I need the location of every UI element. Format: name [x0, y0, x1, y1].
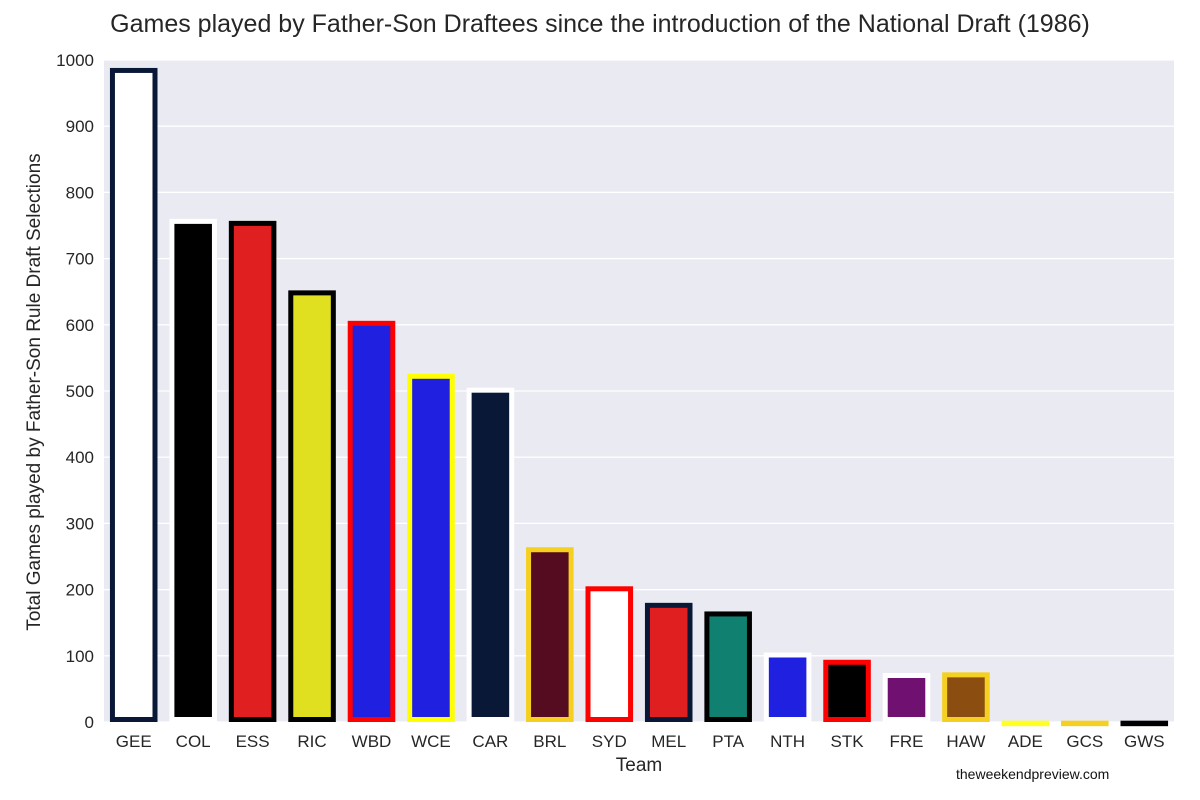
- x-axis-ticks: GEE COL ESS RIC WBD WCE CAR BRL SYD MEL PTA NTH STK F…: [116, 732, 1165, 751]
- y-tick-label: 900: [66, 117, 94, 136]
- x-tick-label: ADE: [1008, 732, 1043, 751]
- x-axis-label: Team: [616, 755, 662, 776]
- y-tick-label: 700: [66, 250, 94, 269]
- y-tick-label: 500: [66, 382, 94, 401]
- y-tick-label: 400: [66, 448, 94, 467]
- bar-syd: [585, 586, 634, 722]
- bar-brl: [526, 547, 574, 722]
- bar-ric: [288, 290, 336, 722]
- y-tick-label: 300: [66, 514, 94, 533]
- x-tick-label: GEE: [116, 732, 152, 751]
- x-tick-label: MEL: [651, 732, 686, 751]
- bar-haw: [942, 672, 990, 722]
- bar-nth: [763, 652, 812, 722]
- x-tick-label: CAR: [472, 732, 508, 751]
- y-tick-label: 200: [66, 581, 94, 600]
- x-tick-label: HAW: [946, 732, 985, 751]
- chart-title: Games played by Father-Son Draftees sinc…: [110, 10, 1090, 38]
- gridlines: [104, 59, 1174, 723]
- bar-gcs: [1061, 720, 1109, 727]
- y-axis-label: Total Games played by Father-Son Rule Dr…: [24, 153, 45, 630]
- bar-gws: [1120, 720, 1169, 727]
- x-tick-label: SYD: [592, 732, 627, 751]
- x-tick-label: BRL: [533, 732, 566, 751]
- bar-mel: [644, 602, 693, 723]
- x-tick-label: ESS: [236, 732, 270, 751]
- bar-pta: [704, 611, 752, 722]
- source-credit: theweekendpreview.com: [956, 766, 1110, 782]
- bar-ess: [228, 220, 277, 722]
- y-tick-label: 800: [66, 183, 94, 202]
- bar-col: [169, 218, 217, 722]
- x-tick-label: WCE: [411, 732, 451, 751]
- x-tick-label: GWS: [1124, 732, 1165, 751]
- x-tick-label: FRE: [890, 732, 924, 751]
- bar-car: [466, 387, 515, 722]
- x-tick-label: WBD: [352, 732, 392, 751]
- x-tick-label: RIC: [297, 732, 326, 751]
- x-tick-label: GCS: [1066, 732, 1103, 751]
- bars: [109, 67, 1169, 727]
- y-tick-label: 100: [66, 647, 94, 666]
- x-tick-label: COL: [176, 732, 211, 751]
- bar-stk: [823, 659, 871, 722]
- bar-wce: [407, 373, 455, 722]
- bar-ade: [1001, 720, 1050, 727]
- x-tick-label: STK: [831, 732, 865, 751]
- y-tick-label: 0: [85, 713, 94, 732]
- y-tick-label: 600: [66, 316, 94, 335]
- bar-wbd: [347, 320, 396, 722]
- bar-fre: [882, 673, 931, 723]
- x-tick-label: PTA: [712, 732, 744, 751]
- y-tick-label: 1000: [56, 51, 94, 70]
- y-axis-ticks: 0 100 200 300 400 500 600 700 800 900 1000: [56, 51, 94, 732]
- x-tick-label: NTH: [770, 732, 805, 751]
- bar-gee: [109, 67, 158, 723]
